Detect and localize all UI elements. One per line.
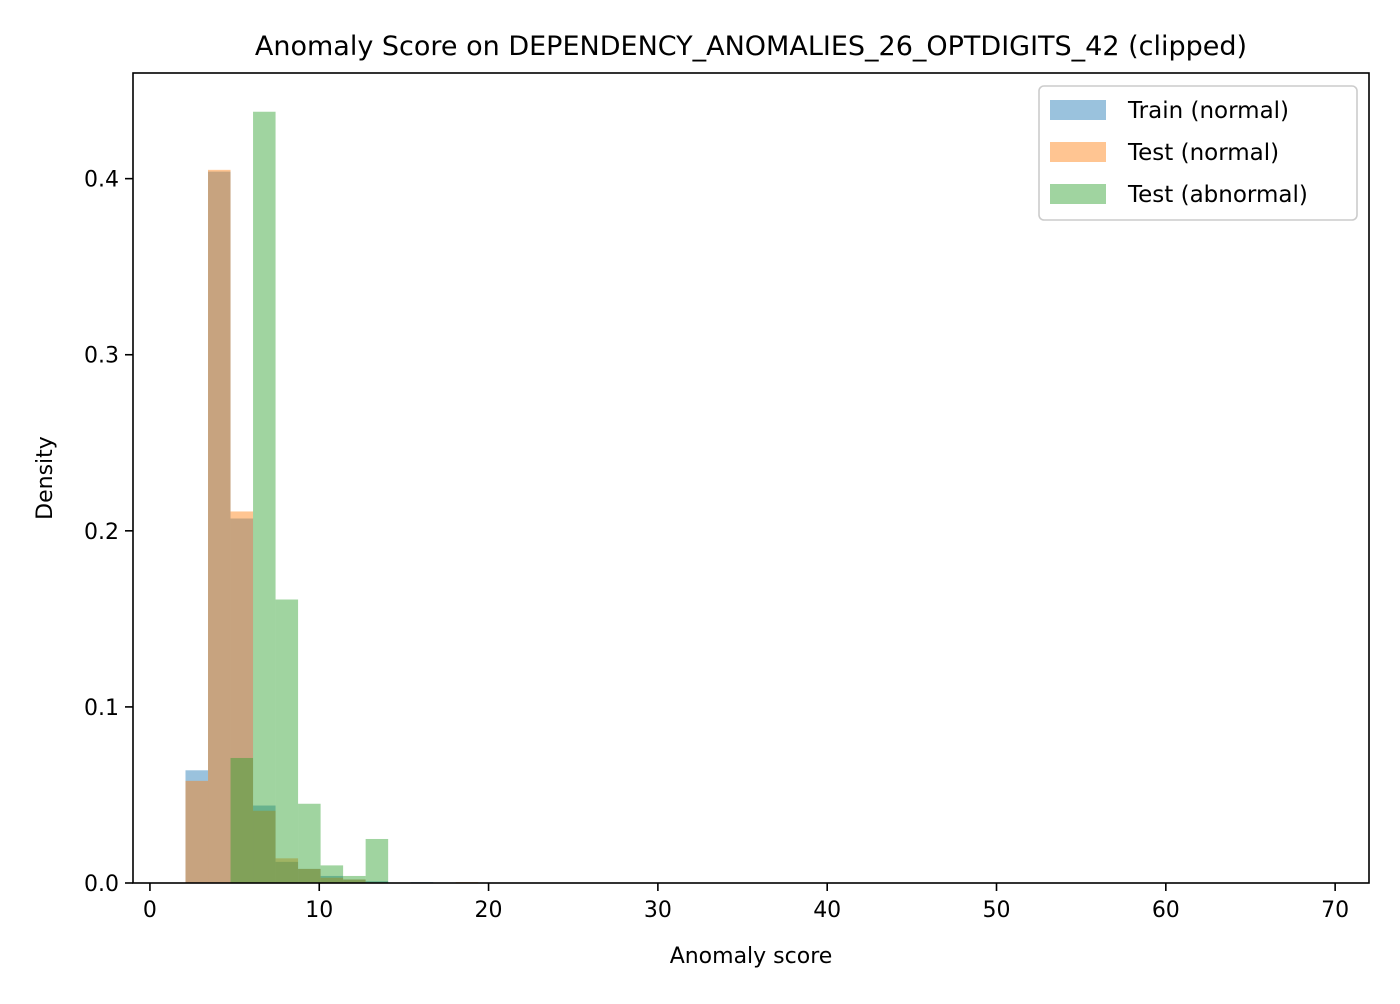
bars-layer [185, 111, 479, 884]
histogram-bar-series-1 [275, 861, 299, 883]
legend-box [1038, 85, 1358, 221]
histogram-bar-series-1 [230, 518, 254, 883]
histogram-bar-series-1 [343, 879, 366, 883]
histogram-bar-series-1 [253, 805, 276, 883]
legend-swatch [1050, 142, 1106, 162]
histogram-bar-series-2 [275, 858, 299, 883]
histogram-bar-series-3 [253, 111, 276, 884]
y-tick-label: 0.3 [84, 344, 119, 369]
x-tick-label: 50 [983, 898, 1011, 923]
histogram-bar-series-1 [185, 770, 209, 883]
histogram-bar-series-1 [208, 171, 231, 884]
histogram-bar-series-2 [253, 810, 276, 883]
histogram-bar-series-3 [365, 838, 389, 883]
histogram-bar-series-3 [230, 757, 254, 883]
histogram-bar-series-3 [275, 599, 299, 883]
histogram-bar-series-3 [343, 875, 366, 883]
chart-title: Anomaly Score on DEPENDENCY_ANOMALIES_26… [255, 31, 1247, 62]
legend-label: Test (normal) [1127, 140, 1279, 166]
y-axis-label: Density [33, 436, 58, 520]
histogram-bar-series-2 [185, 780, 209, 883]
y-tick-label: 0.2 [84, 520, 119, 545]
x-tick-label: 0 [143, 898, 157, 923]
legend: Train (normal) Test (normal) Test (abnorma… [1038, 85, 1358, 221]
histogram-bar-series-3 [320, 865, 344, 883]
histogram-bar-series-3 [298, 803, 321, 883]
x-tick-label: 30 [644, 898, 672, 923]
legend-label: Train (normal) [1127, 98, 1289, 124]
x-tick-label: 10 [305, 898, 333, 923]
x-tick-label: 20 [475, 898, 503, 923]
histogram-bar-series-2 [343, 879, 366, 883]
histogram-bar-series-2 [208, 169, 231, 884]
histogram-bar-series-2 [320, 877, 344, 883]
y-tick-label: 0.4 [84, 168, 119, 193]
legend-swatch [1050, 100, 1106, 120]
histogram-bar-series-1 [365, 881, 389, 883]
histogram-bar-series-1 [320, 875, 344, 883]
axis-ticks: 0 10 20 30 40 50 60 70 0.0 0.1 0.2 0.3 0.4 [84, 168, 1349, 923]
x-axis-label: Anomaly score [670, 944, 833, 969]
plot-frame [132, 72, 1370, 884]
x-tick-label: 70 [1321, 898, 1349, 923]
histogram-bar-series-2 [298, 868, 321, 883]
y-tick-label: 0.0 [84, 872, 119, 897]
x-tick-label: 60 [1152, 898, 1180, 923]
y-tick-label: 0.1 [84, 696, 119, 721]
x-tick-label: 40 [813, 898, 841, 923]
legend-swatch [1050, 184, 1106, 204]
histogram-bar-series-2 [230, 511, 254, 883]
histogram-bar-series-1 [298, 868, 321, 883]
legend-label: Test (abnormal) [1127, 182, 1308, 208]
